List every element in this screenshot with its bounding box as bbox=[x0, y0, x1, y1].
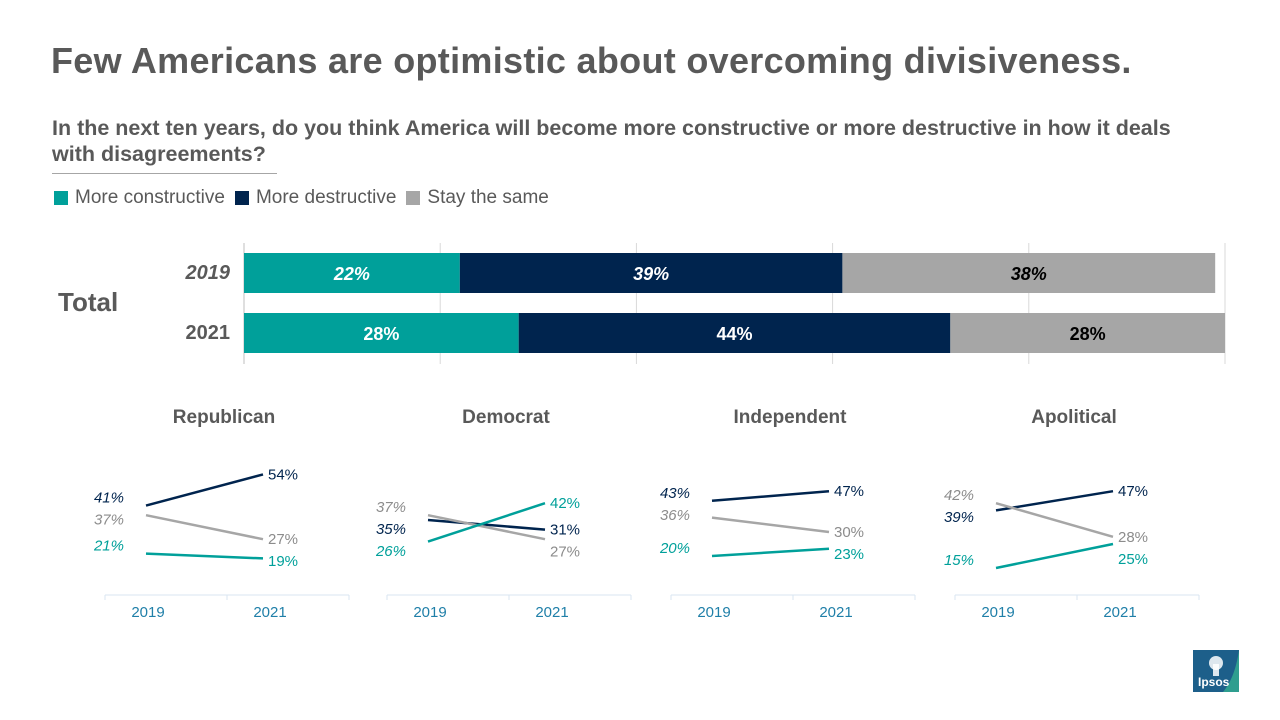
legend-item-destructive: More destructive bbox=[234, 187, 397, 209]
republican-label-2019-constructive: 21% bbox=[93, 538, 124, 555]
republican-x-label-2021: 2021 bbox=[253, 604, 286, 621]
bar-segment-2021-destructive bbox=[518, 313, 951, 353]
republican-x-label-2019: 2019 bbox=[131, 604, 164, 621]
apolitical-label-2021-same: 28% bbox=[1118, 529, 1148, 546]
democrat-line-same bbox=[427, 513, 546, 541]
republican-label-2019-same: 37% bbox=[94, 512, 124, 529]
ipsos-logo-mark bbox=[1193, 650, 1239, 692]
bar-value-label-2021-destructive: 44% bbox=[716, 324, 752, 344]
apolitical-label-2021-constructive: 25% bbox=[1118, 551, 1148, 568]
apolitical-label-2019-same: 42% bbox=[944, 487, 974, 504]
independent-label-2019-constructive: 20% bbox=[659, 540, 690, 557]
bar-segment-2019-same bbox=[842, 253, 1216, 293]
republican-line-destructive bbox=[145, 473, 264, 507]
democrat-label-2021-destructive: 31% bbox=[550, 522, 580, 539]
republican-label-2019-destructive: 41% bbox=[94, 490, 124, 507]
independent-chart-title: Independent bbox=[734, 407, 848, 428]
ipsos-logo-text: Ipsos bbox=[1198, 675, 1230, 689]
apolitical-label-2019-constructive: 15% bbox=[944, 552, 974, 569]
apolitical-chart-title: Apolitical bbox=[1031, 407, 1117, 428]
apolitical-x-label-2019: 2019 bbox=[981, 604, 1014, 621]
legend-item-constructive: More constructive bbox=[54, 187, 225, 209]
democrat-label-2019-destructive: 35% bbox=[376, 521, 406, 538]
republican-line-constructive bbox=[145, 552, 264, 560]
independent-label-2021-same: 30% bbox=[834, 524, 864, 541]
independent-label-2021-destructive: 47% bbox=[834, 483, 864, 500]
independent-label-2021-constructive: 23% bbox=[834, 546, 864, 563]
democrat-label-2019-same: 37% bbox=[376, 499, 406, 516]
independent-x-label-2021: 2021 bbox=[819, 604, 852, 621]
legend-label-destructive: More destructive bbox=[255, 187, 397, 208]
democrat-x-label-2019: 2019 bbox=[413, 604, 446, 621]
page-title: Few Americans are optimistic about overc… bbox=[51, 40, 1132, 81]
bar-segment-2019-destructive bbox=[459, 253, 843, 293]
democrat-label-2019-constructive: 26% bbox=[375, 543, 406, 560]
independent-x-label-2019: 2019 bbox=[697, 604, 730, 621]
democrat-x-label-2021: 2021 bbox=[535, 604, 568, 621]
apolitical-label-2021-destructive: 47% bbox=[1118, 483, 1148, 500]
independent-line-same bbox=[711, 516, 830, 534]
independent-label-2019-same: 36% bbox=[660, 507, 690, 524]
republican-chart-title: Republican bbox=[173, 407, 275, 428]
democrat-line-destructive bbox=[427, 518, 546, 531]
democrat-line-constructive bbox=[427, 502, 546, 543]
republican-label-2021-same: 27% bbox=[268, 531, 298, 548]
republican-label-2021-destructive: 54% bbox=[268, 466, 298, 483]
bar-segment-2021-same bbox=[950, 313, 1225, 353]
apolitical-label-2019-destructive: 39% bbox=[944, 509, 974, 526]
total-group-label: Total bbox=[58, 287, 118, 317]
legend-label-constructive: More constructive bbox=[75, 187, 225, 208]
legend-item-same: Stay the same bbox=[406, 187, 549, 209]
bar-value-label-2019-destructive: 39% bbox=[633, 264, 669, 284]
apolitical-line-destructive bbox=[995, 489, 1114, 512]
legend-swatch-same bbox=[406, 191, 421, 205]
bar-value-label-2021-same: 28% bbox=[1070, 324, 1106, 344]
question-subtitle: In the next ten years, do you think Amer… bbox=[52, 116, 1171, 166]
ipsos-logo: Ipsos bbox=[1193, 650, 1239, 692]
bar-value-label-2021-constructive: 28% bbox=[363, 324, 399, 344]
legend-swatch-destructive bbox=[234, 191, 249, 205]
apolitical-x-label-2021: 2021 bbox=[1103, 604, 1136, 621]
bar-value-label-2019-same: 38% bbox=[1011, 264, 1047, 284]
chart-legend: More constructive More destructive Stay … bbox=[54, 187, 559, 209]
apolitical-line-same bbox=[995, 501, 1114, 539]
democrat-chart-title: Democrat bbox=[462, 407, 550, 428]
title-divider bbox=[52, 173, 277, 174]
bar-value-label-2019-constructive: 22% bbox=[333, 264, 370, 284]
independent-label-2019-destructive: 43% bbox=[660, 485, 690, 502]
apolitical-line-constructive bbox=[995, 542, 1114, 570]
bar-segment-2019-constructive bbox=[244, 253, 460, 293]
bar-category-label-2021: 2021 bbox=[186, 322, 231, 344]
republican-line-same bbox=[145, 513, 264, 541]
independent-line-destructive bbox=[711, 489, 830, 503]
bar-category-label-2019: 2019 bbox=[185, 262, 231, 284]
independent-line-constructive bbox=[711, 547, 830, 558]
legend-swatch-constructive bbox=[54, 191, 68, 205]
democrat-label-2021-same: 27% bbox=[550, 544, 580, 561]
bar-segment-2021-constructive bbox=[244, 313, 519, 353]
republican-label-2021-constructive: 19% bbox=[268, 553, 298, 570]
legend-label-same: Stay the same bbox=[427, 187, 549, 208]
democrat-label-2021-constructive: 42% bbox=[550, 495, 580, 512]
